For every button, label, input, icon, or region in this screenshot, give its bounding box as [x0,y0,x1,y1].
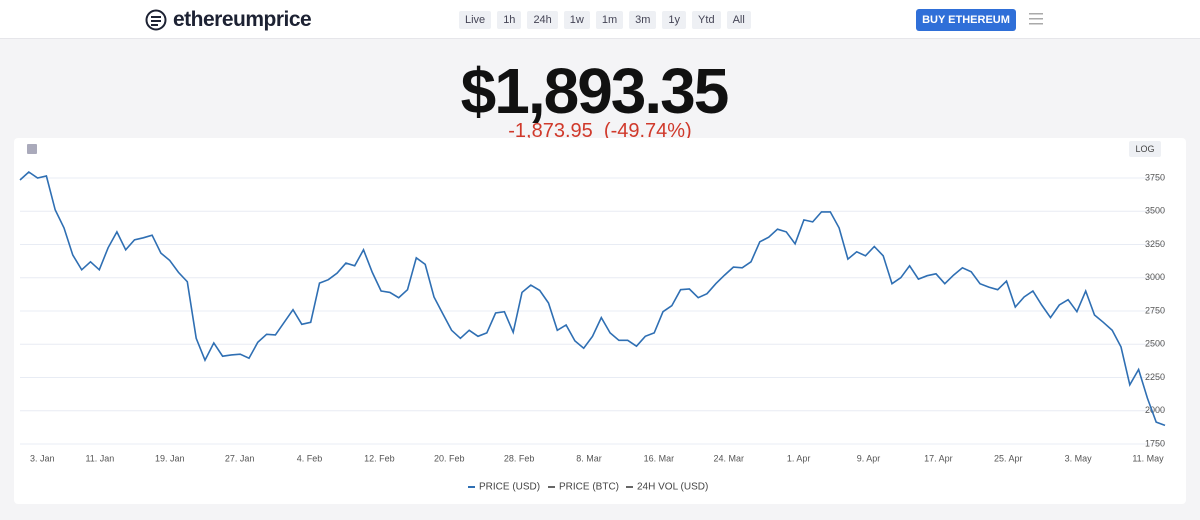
menu-icon[interactable] [1029,13,1043,25]
log-label[interactable]: LOG [1135,144,1154,154]
y-tick-label: 3000 [1145,272,1165,282]
legend-label[interactable]: 24H VOL (USD) [637,482,708,493]
y-tick-label: 2000 [1145,405,1165,415]
price: $1,893.35 [460,55,730,127]
x-tick-label: 24. Mar [713,453,744,463]
range-button[interactable]: 3m [629,11,657,29]
change-pct: (-49.74%) [603,120,692,142]
x-tick-label: 11. Jan [85,453,114,463]
x-tick-label: 4. Feb [297,453,323,463]
y-tick-label: 2250 [1145,372,1165,382]
x-tick-label: 3. Jan [30,453,55,463]
x-tick-label: 28. Feb [504,453,535,463]
change: -1,873.95 [508,120,593,142]
x-tick-label: 12. Feb [364,453,395,463]
y-tick-label: 1750 [1145,438,1165,448]
x-tick-label: 19. Jan [155,453,185,463]
buy-button[interactable]: BUY ETHEREUM [916,9,1016,31]
logo-text: ethereumprice [173,8,312,31]
log-button[interactable] [1129,141,1161,157]
logo[interactable]: ethereumprice [145,8,312,32]
x-tick-label: 9. Apr [857,453,881,463]
range-button[interactable]: 1m [595,11,624,29]
range-button[interactable]: All [726,11,751,29]
range-button[interactable]: 1y [662,11,687,29]
x-tick-label: 20. Feb [434,453,465,463]
calendar-icon[interactable] [27,144,37,154]
x-tick-label: 16. Mar [644,453,675,463]
logo-icon [145,9,167,31]
legend-label[interactable]: PRICE (BTC) [559,482,619,493]
price-change: -1,873.95 (-49.74%) [0,120,1200,143]
range-button[interactable]: Live [459,11,492,29]
range-button[interactable]: Ytd [692,11,721,29]
x-tick-label: 1. Apr [787,453,811,463]
y-tick-label: 2750 [1145,305,1165,315]
range-button[interactable]: 1h [497,11,522,29]
y-tick-label: 2500 [1145,339,1165,349]
legend-label[interactable]: PRICE (USD) [479,482,540,493]
x-tick-label: 3. May [1065,453,1093,463]
y-tick-label: 3250 [1145,239,1165,249]
range-button[interactable]: 1w [563,11,590,29]
range-buttons: Live 1h 24h 1w 1m 3m 1y Ytd All [459,11,751,29]
y-tick-label: 3750 [1145,172,1165,182]
x-tick-label: 11. May [1132,453,1164,463]
x-tick-label: 25. Apr [994,453,1023,463]
x-tick-label: 27. Jan [225,453,255,463]
header: ethereumprice Live 1h 24h 1w 1m 3m 1y Ytd All BU… [0,0,1200,39]
y-tick-label: 3500 [1145,206,1165,216]
x-tick-label: 8. Mar [576,453,602,463]
price-line [19,170,1166,427]
x-tick-label: 17. Apr [924,453,953,463]
range-button[interactable]: 24h [527,11,558,29]
